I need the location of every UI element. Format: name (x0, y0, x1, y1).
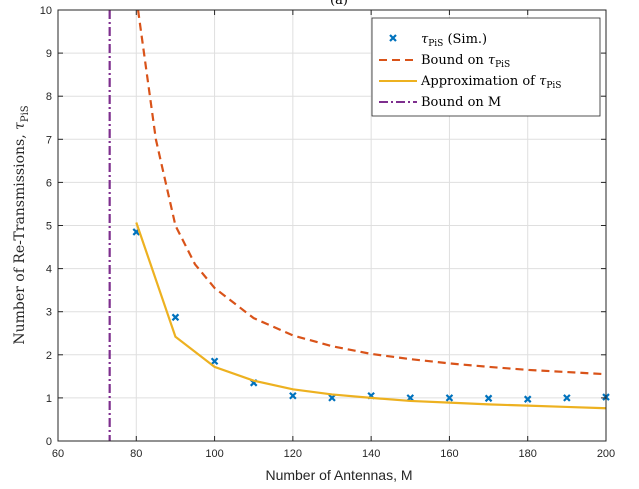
x-tick-label: 100 (205, 448, 223, 460)
series-sim-point (563, 394, 571, 402)
y-tick-label: 3 (46, 307, 52, 319)
y-tick-label: 10 (40, 5, 52, 17)
chart-title: (a) (330, 0, 348, 8)
x-tick-label: 60 (52, 448, 64, 460)
series-approximation-line (135, 222, 606, 410)
y-axis-label: Number of Re-Transmissions, τPiS (12, 105, 31, 344)
x-tick-label: 120 (284, 448, 302, 460)
axis-ticks: 60 80 100 120 140 160 180 200 0 1 2 3 4 5 6 7 8 9 10 (40, 5, 615, 460)
series-sim-point (210, 357, 219, 366)
y-tick-label: 8 (46, 91, 52, 103)
legend-label-bound-tau: Bound on τPiS (421, 53, 510, 70)
x-tick-label: 200 (597, 448, 615, 460)
y-tick-label: 9 (46, 48, 52, 60)
legend-label-bound-m: Bound on M (421, 95, 501, 110)
legend-marker-sim (389, 34, 397, 42)
series-sim-point (328, 394, 336, 402)
y-tick-label: 5 (46, 221, 52, 233)
series-sim-point (289, 391, 297, 400)
series-sim-point (484, 394, 493, 403)
series-sim-point (445, 394, 454, 402)
legend-item-bound-m: Bound on M (379, 95, 501, 110)
legend-item-bound-tau: Bound on τPiS (379, 53, 510, 70)
series-sim-point (171, 313, 180, 322)
x-tick-label: 180 (519, 448, 537, 460)
x-axis-label: Number of Antennas, M (265, 467, 412, 483)
y-axis-label-text: Number of Re-Transmissions, (12, 130, 28, 345)
x-tick-label: 160 (440, 448, 458, 460)
y-axis-label-sub: PiS (20, 105, 31, 122)
y-tick-label: 4 (46, 264, 52, 276)
legend-label-approximation: Approximation of τPiS (420, 74, 561, 91)
legend: τPiS (Sim.) Bound on τPiS Approximation … (371, 17, 601, 117)
plot-area (108, 10, 610, 441)
y-tick-label: 6 (46, 177, 52, 189)
y-tick-label: 1 (46, 393, 52, 405)
y-tick-label: 2 (46, 350, 52, 362)
legend-box (371, 17, 601, 117)
series-sim-point (523, 395, 532, 403)
y-tick-label: 7 (46, 134, 52, 146)
y-axis-label-symbol: τ (12, 122, 28, 130)
y-tick-label: 0 (46, 436, 52, 448)
legend-label-sim: τPiS (Sim.) (421, 32, 487, 49)
legend-item-approximation: Approximation of τPiS (379, 74, 561, 91)
x-tick-label: 80 (130, 448, 142, 460)
legend-item-sim: τPiS (Sim.) (389, 32, 487, 49)
x-tick-label: 140 (362, 448, 380, 460)
